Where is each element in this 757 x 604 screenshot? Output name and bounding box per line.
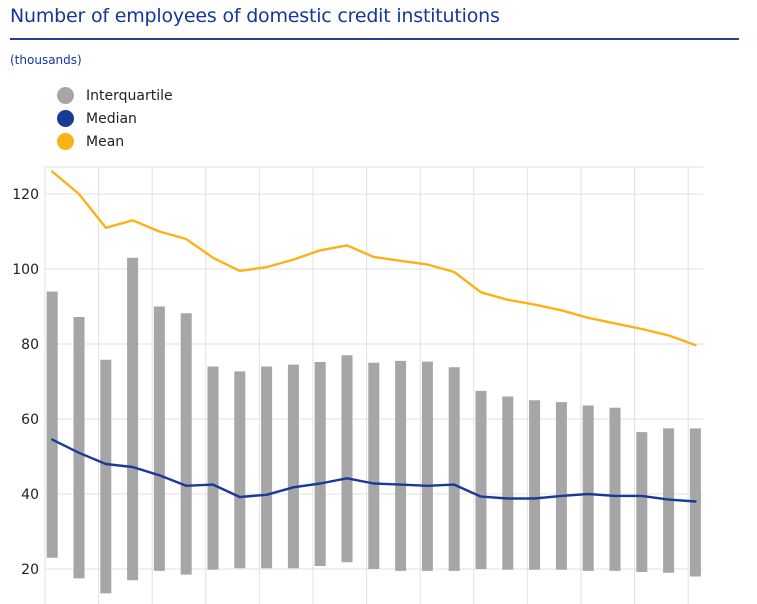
interquartile-bar	[475, 390, 487, 569]
y-tick-label: 20	[21, 562, 39, 578]
interquartile-bar	[234, 371, 246, 569]
title-divider	[10, 38, 739, 40]
interquartile-bar	[368, 362, 380, 569]
y-tick-label: 40	[21, 487, 39, 503]
interquartile-bar	[529, 400, 541, 570]
unit-label: (thousands)	[10, 53, 82, 67]
legend-item-median[interactable]: Median	[57, 107, 173, 130]
legend-label-interquartile: Interquartile	[86, 87, 173, 104]
y-tick-label: 60	[21, 412, 39, 428]
legend-swatch-median	[57, 110, 74, 127]
interquartile-bar	[153, 306, 165, 571]
interquartile-bar	[100, 359, 112, 594]
interquartile-bar	[261, 366, 273, 569]
interquartile-bar	[609, 407, 621, 571]
interquartile-bar	[287, 364, 299, 569]
legend-item-interquartile[interactable]: Interquartile	[57, 84, 173, 107]
interquartile-bar	[314, 362, 326, 566]
legend-swatch-mean	[57, 133, 74, 150]
interquartile-bar	[395, 360, 407, 571]
legend-swatch-interquartile	[57, 87, 74, 104]
interquartile-bar	[207, 366, 219, 570]
chart-title: Number of employees of domestic credit i…	[10, 5, 500, 27]
interquartile-bar	[341, 355, 353, 563]
interquartile-bar	[46, 291, 58, 558]
legend-item-mean[interactable]: Mean	[57, 130, 173, 153]
y-tick-label: 80	[21, 337, 39, 353]
interquartile-bar	[421, 361, 433, 571]
median-line	[51, 438, 697, 503]
interquartile-bar	[180, 313, 192, 575]
interquartile-bar	[502, 396, 514, 570]
y-tick-label: 120	[12, 187, 39, 203]
interquartile-bar	[127, 257, 139, 581]
interquartile-bar	[636, 432, 648, 572]
interquartile-bar	[555, 402, 567, 570]
mean-line	[51, 170, 697, 347]
legend-label-median: Median	[86, 110, 137, 127]
legend-label-mean: Mean	[86, 133, 125, 150]
interquartile-bar	[73, 317, 85, 579]
interquartile-bar	[582, 405, 594, 571]
interquartile-bar	[448, 367, 460, 571]
legend: Interquartile Median Mean	[57, 84, 173, 153]
y-tick-label: 100	[12, 262, 39, 278]
